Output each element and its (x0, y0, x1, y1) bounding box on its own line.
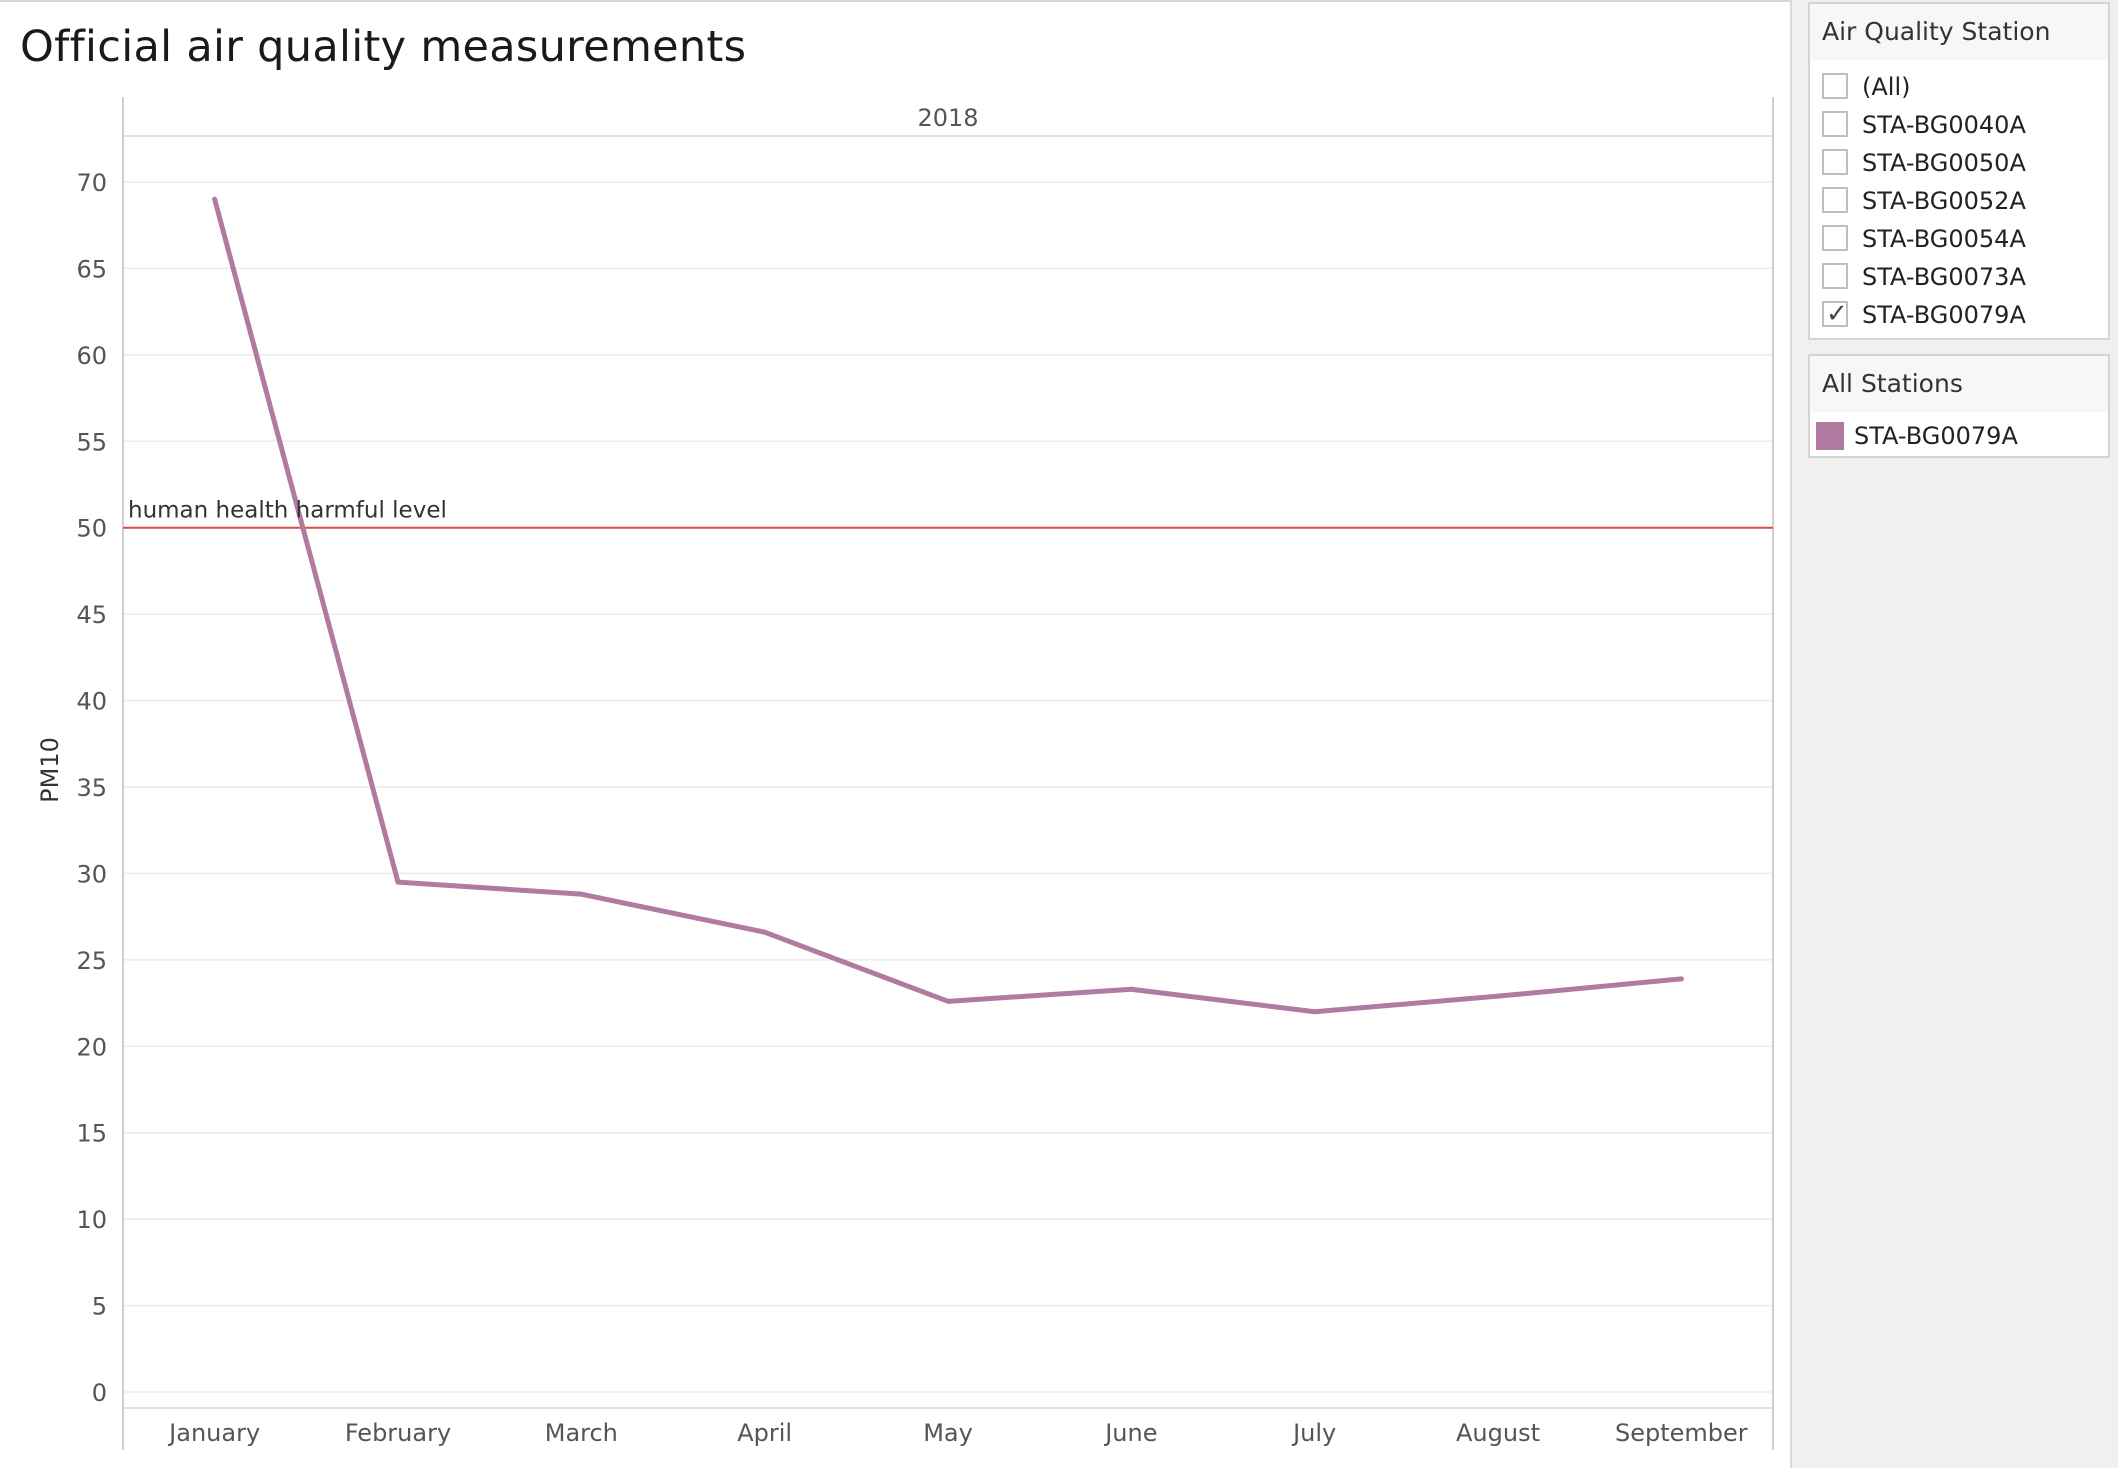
divider (1790, 0, 1792, 1468)
filter-item-label: STA-BG0073A (1862, 263, 2026, 291)
checkbox[interactable] (1822, 111, 1848, 137)
column-header: 2018 (917, 104, 978, 132)
y-tick-label: 65 (76, 255, 107, 283)
checkbox[interactable] (1822, 73, 1848, 99)
top-border (0, 0, 1792, 2)
series-line (212, 196, 1684, 1015)
y-tick-label: 40 (76, 688, 107, 716)
y-tick-label: 35 (76, 774, 107, 802)
y-axis-label: PM10 (36, 737, 64, 803)
x-tick-label: January (167, 1419, 260, 1447)
x-tick-label: March (545, 1419, 618, 1447)
legend-title: All Stations (1810, 356, 2108, 412)
x-tick-label: August (1456, 1419, 1540, 1447)
x-tick-label: June (1103, 1419, 1157, 1447)
y-tick-label: 15 (76, 1120, 107, 1148)
data-point (1678, 976, 1684, 982)
filter-title: Air Quality Station (1810, 4, 2108, 60)
y-tick-label: 55 (76, 428, 107, 456)
filter-item-label: STA-BG0050A (1862, 149, 2026, 177)
y-tick-label: 45 (76, 601, 107, 629)
y-tick-label: 70 (76, 169, 107, 197)
x-tick-label: September (1615, 1419, 1748, 1447)
data-point (1495, 993, 1501, 999)
y-tick-label: 30 (76, 860, 107, 888)
filter-item-label: STA-BG0054A (1862, 225, 2026, 253)
line-chart: 2018 0 5 10 15 20 25 30 35 40 45 50 55 60 65 70 PM10 Janu… (36, 97, 1774, 1450)
data-point (395, 879, 401, 885)
y-tick-label: 60 (76, 342, 107, 370)
y-tick-label: 10 (76, 1206, 107, 1234)
y-tick-label: 50 (76, 515, 107, 543)
reference-line-label: human health harmful level (128, 498, 447, 524)
filter-item-label: (All) (1862, 73, 1911, 101)
data-point (762, 929, 768, 935)
data-point (945, 998, 951, 1004)
filter-item-label: STA-BG0079A (1862, 301, 2026, 329)
y-tick-label: 5 (92, 1293, 107, 1321)
filter-item-label: STA-BG0040A (1862, 111, 2026, 139)
checkbox[interactable] (1822, 149, 1848, 175)
x-tick-label: February (345, 1419, 451, 1447)
data-point (578, 891, 584, 897)
legend-label: STA-BG0079A (1854, 422, 2018, 450)
y-tick-label: 0 (92, 1379, 107, 1407)
x-tick-label: July (1291, 1419, 1336, 1447)
legend-swatch (1816, 422, 1844, 450)
x-tick-label: May (923, 1419, 973, 1447)
data-point (212, 196, 218, 202)
checkbox-checked[interactable] (1822, 295, 1848, 333)
x-tick-label: April (737, 1419, 792, 1447)
filter-item-label: STA-BG0052A (1862, 187, 2026, 215)
y-tick-label: 20 (76, 1033, 107, 1061)
checkbox[interactable] (1822, 225, 1848, 251)
dashboard-title: Official air quality measurements (20, 22, 747, 72)
data-point (1312, 1009, 1318, 1015)
checkbox[interactable] (1822, 263, 1848, 289)
legend-panel: All Stations STA-BG0079A (1808, 354, 2110, 458)
station-filter-panel: Air Quality Station (All) STA-BG0040A STA-… (1808, 2, 2110, 340)
y-tick-label: 25 (76, 947, 107, 975)
checkbox[interactable] (1822, 187, 1848, 213)
data-point (1128, 986, 1134, 992)
